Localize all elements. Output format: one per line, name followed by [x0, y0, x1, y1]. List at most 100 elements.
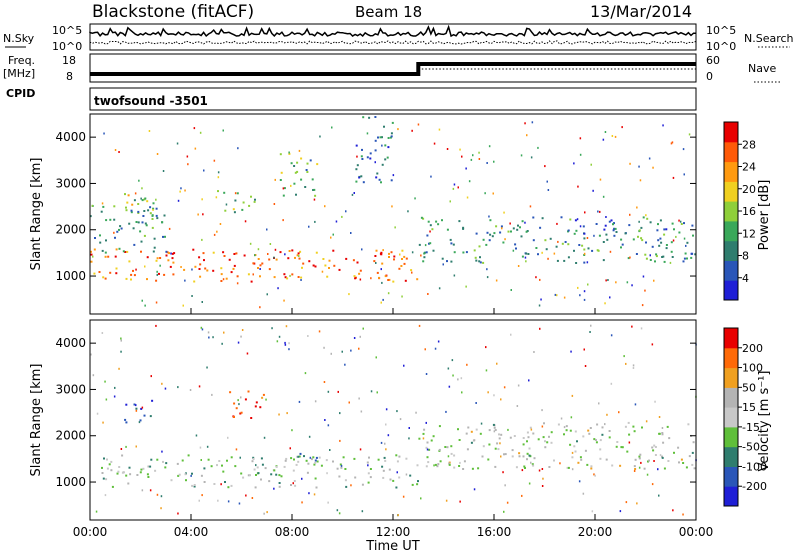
heatmap-cell: [320, 464, 323, 467]
heatmap-cell: [541, 468, 544, 470]
heatmap-cell: [362, 327, 364, 330]
heatmap-cell: [378, 276, 380, 279]
heatmap-cell: [683, 237, 686, 240]
heatmap-cell: [659, 454, 662, 457]
heatmap-cell: [461, 155, 463, 158]
heatmap-cell: [651, 446, 654, 449]
heatmap-cell: [350, 232, 352, 234]
heatmap-cell: [297, 276, 300, 278]
heatmap-cell: [124, 193, 126, 196]
heatmap-cell: [500, 455, 502, 458]
heatmap-cell: [408, 427, 410, 429]
colorbar-tick-label: 28: [742, 138, 756, 151]
y-tick-label: 3000: [55, 176, 86, 190]
heatmap-cell: [470, 158, 473, 161]
heatmap-cell: [511, 449, 514, 452]
heatmap-cell: [167, 259, 170, 262]
heatmap-cell: [648, 157, 651, 160]
heatmap-cell: [213, 483, 216, 485]
heatmap-cell: [459, 148, 461, 151]
heatmap-cell: [106, 458, 108, 461]
heatmap-cell: [566, 466, 569, 469]
heatmap-cell: [221, 342, 223, 345]
heatmap-cell: [670, 142, 673, 145]
noise-traces: [89, 24, 697, 45]
heatmap-cell: [215, 196, 218, 199]
heatmap-cell: [453, 183, 456, 186]
power-ylabel: Slant Range [km]: [29, 158, 44, 271]
heatmap-cell: [247, 273, 250, 276]
heatmap-cell: [218, 460, 221, 462]
heatmap-cell: [500, 398, 502, 401]
heatmap-cell: [195, 434, 198, 437]
heatmap-cell: [216, 464, 218, 467]
heatmap-cell: [583, 237, 586, 240]
heatmap-cell: [450, 242, 453, 245]
heatmap-cell: [556, 294, 558, 297]
heatmap-cell: [620, 246, 622, 249]
heatmap-cell: [332, 233, 334, 236]
heatmap-cell: [328, 267, 330, 269]
heatmap-cell: [280, 475, 283, 478]
heatmap-cell: [502, 471, 504, 474]
heatmap-cell: [671, 141, 674, 144]
heatmap-cell: [299, 250, 302, 253]
heatmap-cell: [361, 248, 363, 251]
heatmap-cell: [244, 220, 247, 223]
heatmap-cell: [263, 436, 266, 439]
heatmap-cell: [542, 477, 544, 480]
heatmap-cell: [185, 479, 187, 482]
heatmap-cell: [632, 367, 635, 369]
heatmap-cell: [142, 215, 145, 217]
heatmap-cell: [149, 465, 152, 468]
heatmap-cell: [651, 343, 654, 346]
heatmap-cell: [458, 439, 461, 441]
heatmap-cell: [673, 451, 675, 454]
heatmap-cell: [613, 234, 616, 237]
heatmap-cell: [102, 477, 105, 480]
heatmap-cell: [375, 249, 378, 252]
heatmap-cell: [544, 446, 547, 449]
heatmap-cell: [273, 203, 276, 205]
heatmap-cell: [648, 459, 650, 462]
heatmap-cell: [355, 180, 358, 183]
heatmap-cell: [629, 213, 631, 216]
heatmap-cell: [252, 456, 255, 459]
heatmap-cell: [615, 231, 618, 233]
heatmap-cell: [278, 474, 281, 477]
heatmap-cell: [694, 253, 697, 256]
heatmap-cell: [152, 207, 155, 210]
heatmap-cell: [523, 465, 526, 468]
heatmap-cell: [605, 216, 607, 218]
heatmap-cell: [202, 213, 204, 216]
heatmap-cell: [179, 190, 181, 193]
heatmap-cell: [325, 459, 328, 462]
heatmap-cell: [629, 162, 631, 165]
heatmap-cell: [250, 195, 252, 198]
heatmap-cell: [450, 452, 453, 455]
heatmap-cell: [621, 243, 624, 246]
heatmap-cell: [138, 179, 140, 182]
heatmap-cell: [128, 260, 131, 263]
heatmap-cell: [296, 161, 299, 164]
heatmap-cell: [198, 499, 200, 502]
heatmap-cell: [481, 455, 484, 458]
colorbar-segment: [724, 220, 738, 242]
heatmap-cell: [253, 200, 256, 203]
heatmap-cell: [119, 225, 122, 228]
heatmap-cell: [544, 239, 547, 242]
heatmap-cell: [453, 274, 456, 277]
x-tick-label: 08:00: [275, 525, 310, 539]
heatmap-cell: [384, 275, 387, 278]
heatmap-cell: [133, 199, 136, 202]
heatmap-cell: [255, 464, 257, 467]
heatmap-cell: [524, 256, 527, 259]
heatmap-cell: [345, 485, 348, 488]
heatmap-cell: [517, 224, 519, 227]
heatmap-cell: [682, 148, 685, 151]
heatmap-cell: [105, 239, 107, 242]
heatmap-cell: [193, 280, 196, 283]
heatmap-cell: [304, 186, 307, 188]
heatmap-cell: [604, 423, 606, 426]
heatmap-cell: [583, 252, 586, 255]
